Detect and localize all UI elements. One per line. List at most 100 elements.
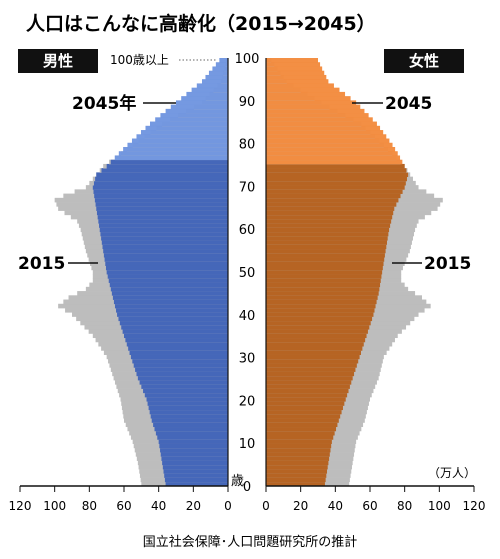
- female-2045-bar: [266, 146, 396, 152]
- female-2045-bar: [266, 350, 361, 355]
- female-2045-bar: [266, 79, 329, 84]
- male-2045-bar: [92, 185, 228, 190]
- male-2045-bar: [165, 481, 228, 487]
- female-2045-bar: [266, 447, 331, 453]
- male-2045-bar: [160, 113, 228, 118]
- female-2045-bar: [266, 151, 398, 156]
- female-2045-bar: [266, 125, 381, 131]
- male-2045-bar: [165, 108, 228, 114]
- age-tick-label: 0: [243, 480, 251, 495]
- source-note: 国立社会保障･人口問題研究所の推計: [143, 534, 358, 550]
- male-x-tick-label: 60: [116, 499, 131, 513]
- female-2045-bar: [266, 206, 395, 211]
- female-2045-bar: [266, 299, 377, 305]
- male-2045-bar: [113, 299, 228, 305]
- male-2045-bar: [162, 464, 228, 470]
- male-2045-bar: [154, 426, 228, 432]
- female-2045-bar: [266, 257, 385, 262]
- female-2045-bar: [266, 214, 393, 220]
- male-2045-bar: [127, 142, 228, 148]
- male-2045-bar: [101, 235, 228, 241]
- female-2045-bar: [266, 477, 326, 483]
- male-2045-bar: [96, 172, 229, 178]
- male-2045-bar: [96, 206, 229, 211]
- female-2045-bar: [266, 380, 352, 385]
- age-tick-label: 80: [239, 138, 256, 153]
- male-2045-bar: [118, 316, 228, 322]
- female-2045-bar: [266, 392, 348, 398]
- female-2045-bar: [266, 74, 327, 80]
- male-2045-bar: [105, 265, 228, 271]
- male-2045-bar: [101, 240, 228, 245]
- female-2045-bar: [266, 108, 365, 114]
- age-tick-label: 70: [239, 180, 256, 195]
- female-2045-bar: [266, 413, 341, 419]
- female-2045-bar: [266, 405, 343, 411]
- female-x-tick-label: 60: [362, 499, 377, 513]
- female-2045-bar: [266, 202, 397, 207]
- age-tick-label: 100: [235, 52, 260, 67]
- male-2045-bar: [100, 231, 228, 237]
- male-2045-bar: [151, 418, 228, 423]
- female-2045-bar: [266, 91, 346, 97]
- female-2045-bar: [266, 66, 323, 72]
- female-2045-bar: [266, 397, 346, 402]
- male-2045-bar: [129, 350, 228, 355]
- male-2045-bar: [161, 456, 228, 461]
- female-2045-bar: [266, 219, 392, 224]
- female-2045-bar: [266, 142, 393, 148]
- female-2045-bar: [266, 100, 357, 105]
- female-2045-bar: [266, 430, 335, 436]
- male-2045-bar: [106, 163, 228, 169]
- female-2045-bar: [266, 354, 360, 360]
- female-2045-bar: [266, 316, 373, 322]
- male-2045-bar: [140, 130, 228, 135]
- female-2045-bar: [266, 163, 405, 169]
- male-2045-bar: [160, 452, 228, 457]
- female-2045-bar: [266, 62, 321, 67]
- female-2045-bar: [266, 104, 361, 110]
- female-x-tick-label: 0: [262, 499, 270, 513]
- female-2045-bar: [266, 155, 401, 161]
- male-2045-bar: [102, 244, 228, 250]
- female-2045-bar: [266, 248, 386, 254]
- female-2045-bar: [266, 291, 379, 296]
- male-2045-bar: [122, 329, 228, 334]
- male-2045-bar: [137, 375, 228, 381]
- male-2045-bar: [110, 159, 228, 165]
- age-tick-label: 60: [239, 223, 256, 238]
- male-2045-bar: [125, 337, 228, 343]
- male-2045-bar: [95, 176, 228, 182]
- female-2045-bar: [266, 443, 332, 449]
- female-2045-bar: [266, 172, 409, 178]
- female-2045-bar: [266, 58, 318, 63]
- female-2045-bar: [266, 121, 377, 127]
- female-2045-bar: [266, 265, 383, 271]
- female-2045-bar: [266, 452, 330, 457]
- female-2045-bar: [266, 426, 337, 432]
- age-tick-label: 10: [239, 437, 256, 452]
- female-2045-bar: [266, 244, 387, 250]
- male-2045-bar: [132, 358, 228, 364]
- female-2045-bar: [266, 409, 342, 415]
- male-2045-bar: [117, 312, 228, 317]
- male-2045-bar: [186, 91, 228, 97]
- female-2045-bar: [266, 176, 407, 182]
- female-2045-bar: [266, 138, 390, 144]
- male-2045-bar: [109, 282, 228, 288]
- female-2045-bar: [266, 303, 376, 309]
- male-2045-bar: [135, 367, 228, 372]
- top-age-label: 100歳以上: [110, 53, 169, 67]
- female-2045-bar: [266, 113, 369, 118]
- female-2045-bar: [266, 223, 391, 228]
- male-x-tick-label: 40: [151, 499, 166, 513]
- female-2045-bar: [266, 278, 381, 283]
- male-label-box: [18, 49, 98, 73]
- male-2045-bar: [97, 214, 228, 220]
- male-2045-bar: [145, 125, 228, 131]
- male-2045-bar: [205, 74, 228, 80]
- male-2045-bar: [149, 409, 228, 415]
- female-2045-bar: [266, 180, 406, 186]
- male-2045-bar: [146, 397, 228, 402]
- female-2045-bar: [266, 231, 389, 237]
